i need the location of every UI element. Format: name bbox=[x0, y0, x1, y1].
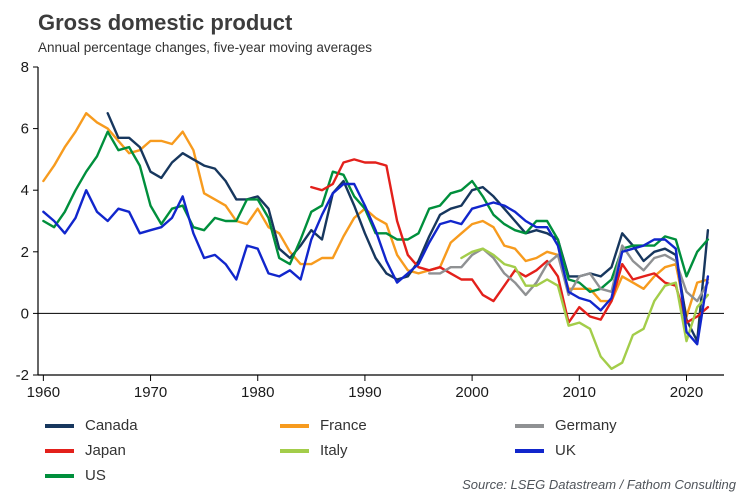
legend-column: France Italy bbox=[280, 417, 515, 459]
legend-label-canada: Canada bbox=[85, 417, 138, 435]
source-credit: Source: LSEG Datastream / Fathom Consult… bbox=[462, 477, 736, 492]
series-line-canada bbox=[106, 112, 710, 343]
legend-swatch-canada bbox=[45, 423, 74, 428]
legend-item-uk: UK bbox=[515, 442, 750, 459]
legend-item-germany: Germany bbox=[515, 417, 750, 434]
gdp-line-chart: -2 0 2 4 6 8 1960 1970 1980 1990 2000 2010 2020 bbox=[16, 59, 724, 401]
legend-swatch-us bbox=[45, 473, 74, 478]
legend-swatch-italy bbox=[280, 448, 309, 453]
legend-column: Canada Japan US bbox=[45, 417, 280, 484]
series-line-italy bbox=[460, 247, 710, 371]
chart-legend: Canada Japan US France Italy Germany UK bbox=[0, 417, 750, 484]
legend-item-canada: Canada bbox=[45, 417, 280, 434]
y-tick-label: 4 bbox=[21, 182, 29, 199]
y-tick-label: 8 bbox=[21, 59, 29, 76]
chart-title: Gross domestic product bbox=[38, 10, 293, 35]
legend-label-uk: UK bbox=[555, 442, 576, 460]
legend-item-japan: Japan bbox=[45, 442, 280, 459]
legend-column: Germany UK bbox=[515, 417, 750, 459]
series-line-uk bbox=[42, 183, 710, 346]
series-line-japan bbox=[310, 158, 710, 325]
legend-swatch-japan bbox=[45, 448, 74, 453]
x-tick-label: 2010 bbox=[563, 384, 596, 401]
chart-subtitle: Annual percentage changes, five-year mov… bbox=[38, 40, 372, 56]
x-tick-label: 1960 bbox=[27, 384, 60, 401]
x-tick-label: 1990 bbox=[348, 384, 381, 401]
legend-item-us: US bbox=[45, 467, 280, 484]
legend-swatch-france bbox=[280, 423, 309, 428]
x-tick-label: 1980 bbox=[241, 384, 274, 401]
y-tick-label: 2 bbox=[21, 244, 29, 261]
legend-label-us: US bbox=[85, 467, 106, 485]
y-tick-label: 6 bbox=[21, 121, 29, 138]
y-tick-label: 0 bbox=[21, 306, 29, 323]
chart-header: Gross domestic product Annual percentage… bbox=[0, 0, 750, 55]
y-tick-label: -2 bbox=[16, 367, 29, 384]
legend-label-japan: Japan bbox=[85, 442, 126, 460]
x-tick-label: 1970 bbox=[134, 384, 167, 401]
legend-swatch-uk bbox=[515, 448, 544, 453]
legend-label-france: France bbox=[320, 417, 367, 435]
series-line-france bbox=[42, 112, 710, 318]
legend-swatch-germany bbox=[515, 423, 544, 428]
series-line-germany bbox=[428, 244, 710, 303]
legend-item-france: France bbox=[280, 417, 515, 434]
x-tick-label: 2020 bbox=[670, 384, 703, 401]
legend-label-germany: Germany bbox=[555, 417, 617, 435]
x-tick-label: 2000 bbox=[455, 384, 488, 401]
legend-item-italy: Italy bbox=[280, 442, 515, 459]
legend-label-italy: Italy bbox=[320, 442, 348, 460]
